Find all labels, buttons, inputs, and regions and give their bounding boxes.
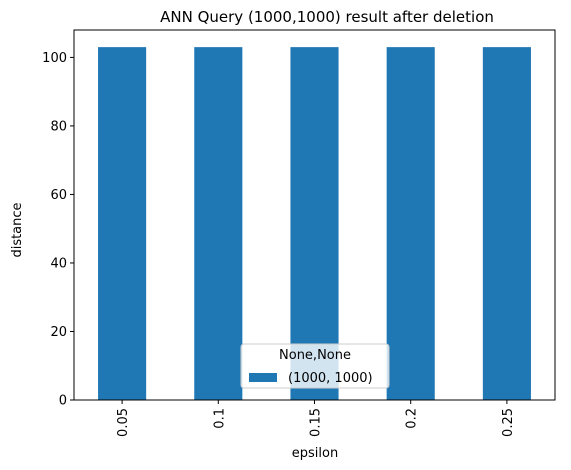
y-tick-label: 80 <box>50 119 67 134</box>
x-tick-label: 0.15 <box>309 408 324 437</box>
bar <box>482 47 531 400</box>
bar <box>290 47 339 400</box>
bar <box>98 47 147 400</box>
legend: None,None (1000, 1000) <box>240 343 390 389</box>
legend-label: (1000, 1000) <box>288 371 373 386</box>
x-tick-label: 0.25 <box>501 408 516 437</box>
y-axis-label: distance <box>10 202 25 257</box>
legend-frame <box>240 343 390 389</box>
y-tick-label: 100 <box>42 51 67 66</box>
x-tick-label: 0.1 <box>212 408 227 429</box>
y-tick-label: 60 <box>50 188 67 203</box>
y-tick-label: 40 <box>50 256 67 271</box>
chart-title: ANN Query (1000,1000) result after delet… <box>160 8 494 26</box>
y-tick-label: 0 <box>59 394 67 409</box>
legend-title: None,None <box>279 348 351 363</box>
y-tick-label: 20 <box>50 325 67 340</box>
plot-area: 0.05 0.1 0.15 0.2 0.25 0 20 40 60 80 100 <box>42 29 556 437</box>
bar <box>194 47 243 400</box>
x-tick-label: 0.2 <box>405 408 420 429</box>
x-axis-label: epsilon <box>292 446 338 461</box>
axes-frame <box>73 29 556 401</box>
bar <box>386 47 435 400</box>
x-tick-label: 0.05 <box>116 408 131 437</box>
legend-swatch <box>249 373 277 382</box>
